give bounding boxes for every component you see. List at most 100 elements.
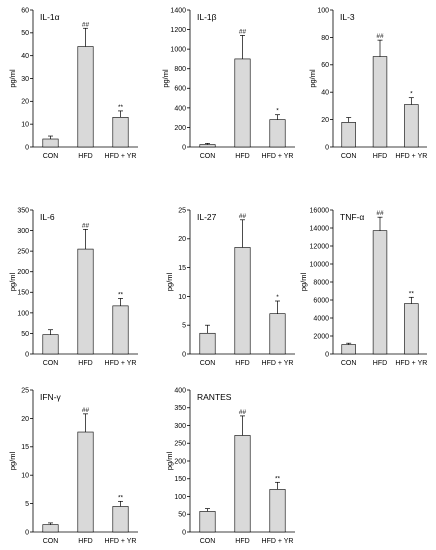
category-label: CON: [341, 153, 357, 160]
y-tick-label: 250: [17, 249, 29, 256]
bar: [372, 56, 388, 148]
y-tick-label: 10: [21, 473, 29, 480]
y-tick-label: 20: [321, 117, 329, 124]
category-label: HFD + YR: [105, 538, 137, 545]
y-tick-label: 6000: [313, 297, 329, 304]
category-label: HFD + YR: [395, 153, 427, 160]
y-axis-label: pg/ml: [8, 272, 17, 291]
significance-label: **: [275, 475, 281, 482]
y-tick-label: 50: [178, 512, 186, 519]
y-tick-label: 10: [178, 294, 186, 301]
significance-label: ##: [376, 33, 384, 40]
y-tick-label: 200: [17, 269, 29, 276]
category-label: CON: [43, 538, 59, 545]
y-tick-label: 4000: [313, 315, 329, 322]
chart-panel: 0 5 10 15 20 25 pg/ml IFN-γ CON ## HFD ** HFD + YR: [8, 387, 138, 545]
chart-panel: 0 50 100 150 200 250 300 350 pg/ml IL-6 CON ## HFD **…: [8, 207, 138, 367]
category-label: HFD + YR: [262, 153, 294, 160]
y-tick-label: 1400: [170, 7, 186, 14]
chart-panel: 0 20 40 60 80 100 pg/ml IL-3 CON ## HFD * HFD + YR: [308, 7, 427, 160]
bar: [341, 122, 356, 148]
significance-label: ##: [239, 28, 247, 35]
category-label: HFD + YR: [395, 360, 427, 367]
y-tick-label: 15: [21, 444, 29, 451]
y-axis-label: pg/ml: [8, 451, 17, 470]
y-tick-label: 0: [25, 144, 29, 151]
y-tick-label: 300: [174, 423, 186, 430]
y-tick-label: 150: [17, 290, 29, 297]
bar: [112, 305, 129, 355]
y-tick-label: 20: [178, 236, 186, 243]
bar: [234, 435, 251, 533]
y-tick-label: 16000: [310, 207, 330, 214]
category-label: HFD: [373, 360, 387, 367]
chart-title: TNF-α: [340, 212, 364, 222]
y-tick-label: 0: [182, 351, 186, 358]
y-axis-label: pg/ml: [165, 272, 174, 291]
significance-label: **: [118, 291, 124, 298]
y-tick-label: 350: [174, 405, 186, 412]
y-tick-label: 250: [174, 441, 186, 448]
y-tick-label: 80: [321, 35, 329, 42]
bar: [112, 117, 129, 148]
bar: [77, 248, 94, 355]
category-label: CON: [200, 538, 216, 545]
bar: [42, 138, 59, 148]
y-tick-label: 12000: [310, 243, 330, 250]
bar: [77, 431, 94, 533]
y-tick-label: 14000: [310, 225, 330, 232]
significance-label: **: [118, 104, 124, 111]
y-axis-label: pg/ml: [308, 69, 317, 88]
bar: [404, 104, 419, 148]
bar: [269, 489, 286, 533]
chart-panel: 0 5 10 15 20 25 pg/ml IL-27 CON ## HFD * HFD + YR: [165, 207, 295, 367]
y-tick-label: 10000: [310, 261, 330, 268]
y-tick-label: 40: [321, 90, 329, 97]
chart-panel: 0 50 100 150 200 250 300 350 400 pg/ml RANTES CON ##…: [165, 387, 295, 545]
bar: [112, 506, 129, 533]
y-tick-label: 0: [25, 351, 29, 358]
y-axis-label: pg/ml: [165, 451, 174, 470]
chart-title: IFN-γ: [40, 392, 62, 402]
y-tick-label: 0: [182, 144, 186, 151]
y-tick-label: 400: [174, 105, 186, 112]
y-axis-label: pg/ml: [8, 69, 17, 88]
significance-label: *: [410, 91, 413, 98]
y-tick-label: 60: [321, 62, 329, 69]
significance-label: ##: [239, 409, 247, 416]
y-axis-label: pg/ml: [299, 272, 308, 291]
bar: [199, 511, 216, 533]
y-tick-label: 30: [21, 76, 29, 83]
category-label: CON: [43, 360, 59, 367]
category-label: HFD: [235, 153, 249, 160]
y-tick-label: 200: [174, 458, 186, 465]
y-tick-label: 10: [21, 122, 29, 129]
category-label: HFD: [78, 360, 92, 367]
y-tick-label: 150: [174, 476, 186, 483]
y-tick-label: 0: [325, 144, 329, 151]
chart-panel: 0 2000 4000 6000 8000 10000 12000 14000 16000 pg/…: [299, 207, 427, 367]
y-tick-label: 100: [174, 494, 186, 501]
bar: [77, 46, 94, 148]
chart-title: IL-1β: [197, 12, 217, 22]
chart-panel: 0 10 20 30 40 50 60 pg/ml IL-1α CON ## HFD ** HFD + Y…: [8, 7, 138, 160]
y-tick-label: 200: [174, 125, 186, 132]
y-tick-label: 100: [17, 310, 29, 317]
category-label: HFD + YR: [105, 153, 137, 160]
category-label: HFD + YR: [105, 360, 137, 367]
y-tick-label: 50: [21, 30, 29, 37]
y-tick-label: 40: [21, 53, 29, 60]
significance-label: ##: [239, 213, 247, 220]
bar: [199, 144, 216, 148]
bar: [234, 58, 251, 148]
chart-title: IL-3: [340, 12, 355, 22]
significance-label: **: [118, 494, 124, 501]
y-tick-label: 0: [182, 529, 186, 536]
y-tick-label: 100: [317, 7, 329, 14]
significance-label: ##: [82, 21, 90, 28]
y-tick-label: 1000: [170, 47, 186, 54]
bar: [404, 303, 419, 355]
y-tick-label: 50: [21, 331, 29, 338]
y-tick-label: 20: [21, 99, 29, 106]
